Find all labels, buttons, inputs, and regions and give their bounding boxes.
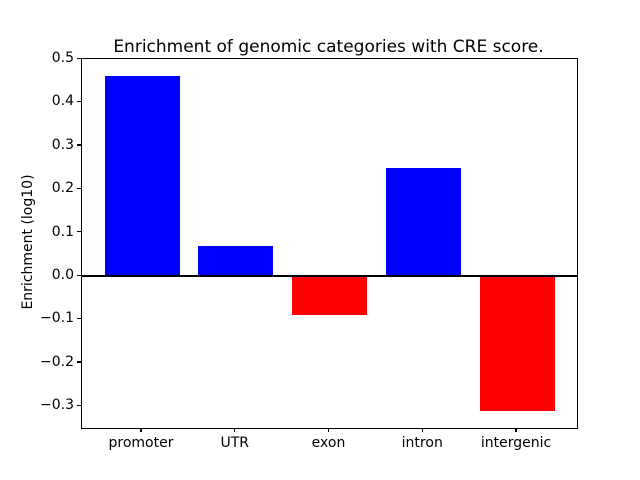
plot-area	[81, 58, 578, 429]
x-tick-label-intron: intron	[401, 435, 443, 451]
x-tick-mark	[140, 428, 142, 432]
x-tick-mark	[421, 428, 423, 432]
y-tick-label: 0.4	[51, 93, 74, 110]
zero-line	[82, 274, 577, 278]
y-tick-mark	[77, 361, 81, 363]
y-tick-label: −0.2	[40, 353, 74, 370]
y-tick-mark	[77, 317, 81, 320]
y-tick-label: 0.5	[51, 50, 74, 66]
x-tick-label-UTR: UTR	[220, 435, 250, 451]
x-tick-mark	[515, 428, 517, 432]
y-tick-mark	[77, 144, 81, 146]
bar-UTR	[198, 245, 274, 277]
y-tick-label: 0.3	[51, 136, 74, 153]
y-tick-label: −0.1	[40, 310, 74, 327]
x-tick-label-exon: exon	[311, 435, 346, 451]
y-tick-mark	[77, 231, 81, 233]
y-tick-mark	[77, 274, 81, 276]
y-tick-label: −0.3	[40, 397, 74, 414]
x-tick-label-intergenic: intergenic	[480, 435, 552, 451]
bar-promoter	[104, 76, 180, 277]
x-tick-mark	[327, 428, 330, 432]
bar-intron	[385, 167, 461, 277]
y-tick-mark	[77, 57, 81, 59]
x-tick-mark	[234, 428, 236, 432]
chart-title: Enrichment of genomic categories with CR…	[113, 37, 544, 57]
bar-exon	[292, 276, 367, 316]
y-tick-mark	[77, 100, 81, 103]
x-tick-label-promoter: promoter	[108, 435, 174, 451]
y-tick-label: 0.2	[51, 180, 74, 197]
bar-intergenic	[479, 276, 555, 411]
y-tick-label: 0.0	[51, 267, 74, 284]
y-tick-mark	[77, 187, 81, 189]
y-tick-label: 0.1	[51, 223, 74, 240]
y-tick-mark	[77, 404, 81, 406]
